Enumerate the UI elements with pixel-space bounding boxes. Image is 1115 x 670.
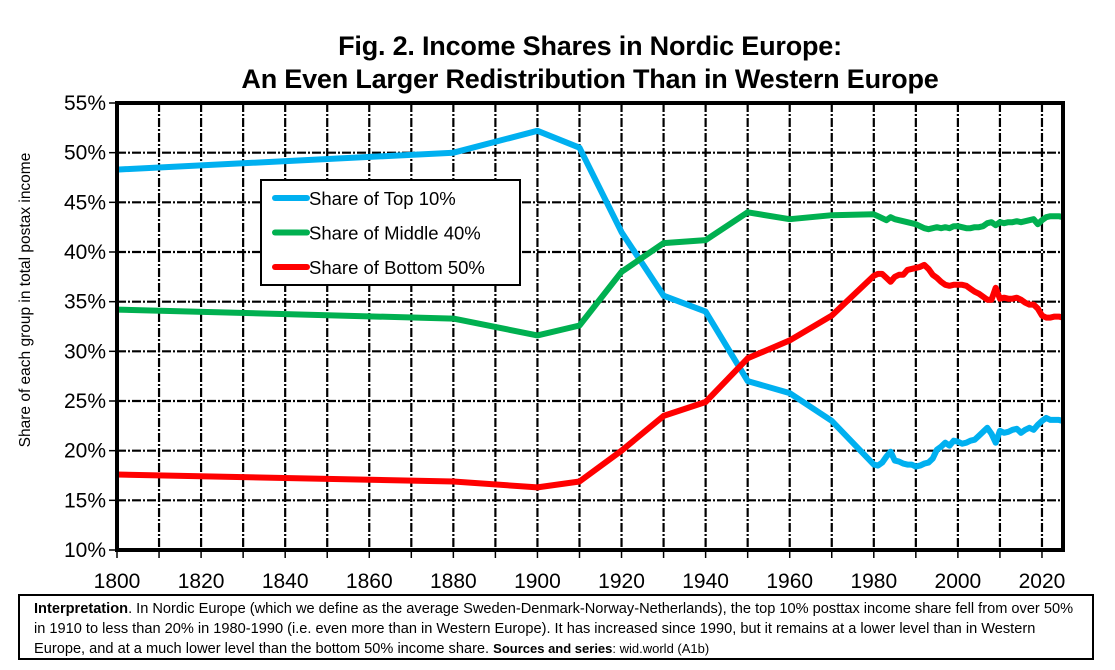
y-tick-label: 25% [64, 390, 106, 413]
legend-label-0: Share of Top 10% [309, 188, 456, 209]
plot-border [115, 101, 1065, 552]
y-tick-label: 30% [64, 340, 106, 363]
axis-ticks: 10% 15% 20% 25% 30% 35% 40% 45% 50% 55% 1800 1820 18… [64, 92, 1065, 593]
sources-text: : wid.world (A1b) [612, 641, 710, 656]
y-tick-label: 15% [64, 489, 106, 512]
x-tick-label: 2020 [1019, 570, 1066, 593]
y-tick-label: 35% [64, 291, 106, 314]
legend-label-2: Share of Bottom 50% [309, 257, 485, 278]
x-tick-label: 1920 [598, 570, 645, 593]
interpretation-label: Interpretation [34, 601, 129, 617]
x-tick-label: 1960 [766, 570, 813, 593]
y-tick-label: 45% [64, 191, 106, 214]
legend: Share of Top 10% Share of Middle 40% Share… [260, 179, 521, 286]
sources-label: Sources and series [493, 641, 613, 656]
x-tick-label: 1820 [178, 570, 225, 593]
legend-label-1: Share of Middle 40% [309, 223, 481, 244]
x-tick-label: 1880 [430, 570, 477, 593]
chart-title-line-2: An Even Larger Redistribution Than in We… [241, 64, 939, 94]
x-tick-label: 1900 [514, 570, 561, 593]
y-tick-label: 50% [64, 142, 106, 165]
chart-title: Fig. 2. Income Shares in Nordic Europe: … [0, 30, 1115, 96]
grid-lines [117, 103, 1063, 550]
series-line-1 [116, 209, 1064, 339]
x-tick-label: 1840 [262, 570, 309, 593]
y-tick-label: 20% [64, 440, 106, 463]
y-tick-label: 10% [64, 539, 106, 562]
y-tick-label: 55% [64, 92, 106, 115]
y-tick-label: 40% [64, 241, 106, 264]
chart-title-line-1: Fig. 2. Income Shares in Nordic Europe: [338, 31, 842, 61]
x-tick-label: 2000 [935, 570, 982, 593]
x-tick-label: 1980 [850, 570, 897, 593]
line-chart: 10% 15% 20% 25% 30% 35% 40% 45% 50% 55% 1800 1820 18… [64, 92, 1065, 593]
series-line-0 [116, 127, 1064, 470]
series-line-2 [116, 261, 1064, 491]
plot-frame [115, 101, 1065, 552]
x-tick-label: 1800 [94, 570, 141, 593]
x-tick-label: 1940 [682, 570, 729, 593]
interpretation-note: Interpretation. In Nordic Europe (which … [18, 594, 1094, 660]
x-tick-label: 1860 [346, 570, 393, 593]
series-lines [116, 127, 1064, 491]
interpretation-text: . In Nordic Europe (which we define as t… [34, 601, 1074, 657]
